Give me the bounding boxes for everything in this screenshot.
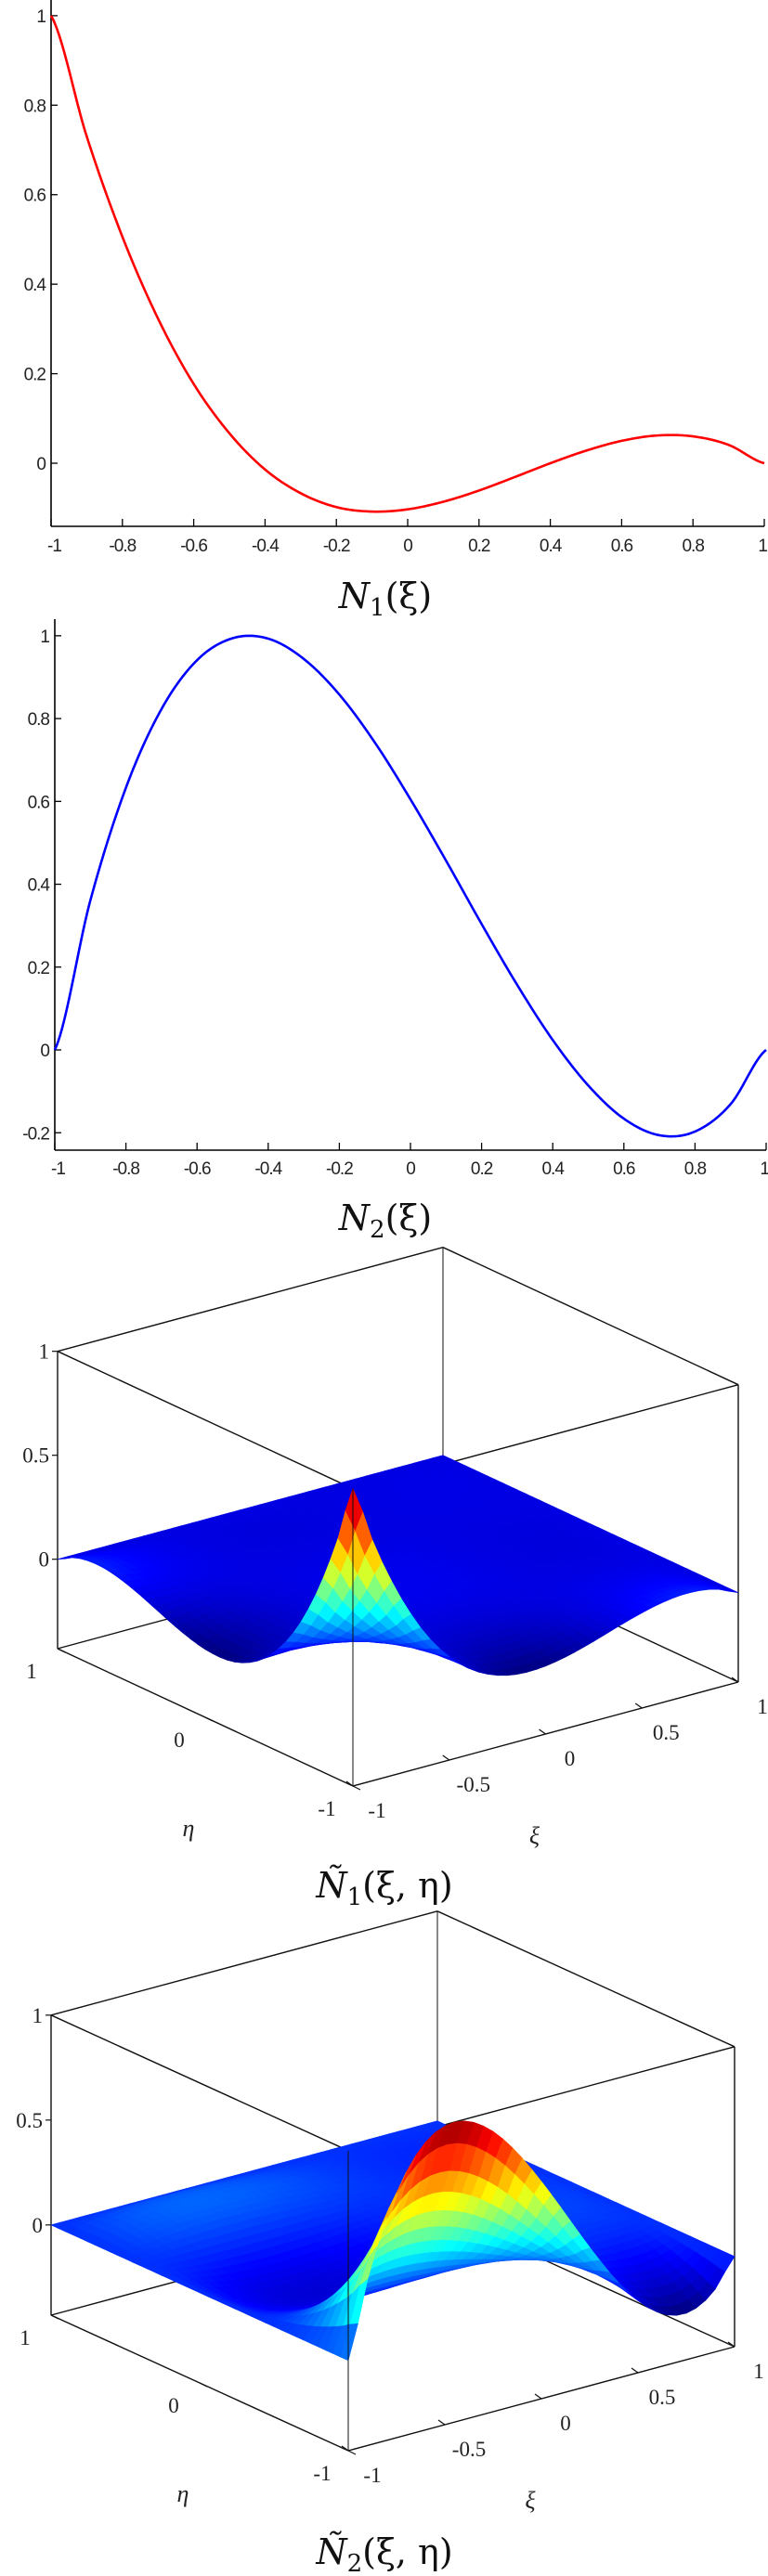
x-tick-label: 0: [406, 1159, 415, 1179]
surface-plot-n2-xi-eta: 0 0.5 1 -1 0 1 -1 -0.5 0 0.5 1 η ξ: [16, 1910, 764, 2514]
y-tick-label: 0.4: [28, 876, 51, 896]
xi-tick-label: -1: [368, 1799, 385, 1822]
eta-tick-label: -1: [313, 2462, 331, 2485]
eta-tick-mark: [347, 2450, 357, 2455]
surface-mesh: [57, 1455, 739, 1676]
x-tick-label: -0.6: [184, 1159, 211, 1179]
y-tick-label: 1: [36, 7, 46, 27]
xi-tick-mark: [534, 2393, 542, 2400]
x-tick-label: -0.8: [112, 1159, 139, 1179]
eta-axis-label: η: [183, 1815, 195, 1842]
box-edge-top: [436, 1910, 735, 2048]
surface-patch: [345, 1487, 363, 1531]
eta-tick-mark: [199, 2382, 208, 2388]
y-tick-label: -0.2: [22, 1124, 49, 1144]
y-tick-label: 0.2: [28, 959, 50, 978]
eta-tick-mark: [50, 2314, 59, 2320]
x-tick-label: 1: [760, 1159, 768, 1179]
x-tick-label: 0.4: [541, 1159, 565, 1179]
eta-tick-label: -1: [318, 1797, 335, 1820]
surface-mesh: [49, 2120, 735, 2362]
x-tick-label: 0: [403, 537, 412, 556]
xi-tick-label: -0.5: [452, 2438, 486, 2461]
x-tick-label: -0.4: [252, 537, 280, 556]
z-tick-label: 1: [33, 2004, 44, 2027]
xi-axis-label: ξ: [525, 2487, 536, 2514]
z-tick-label: 0.5: [16, 2109, 43, 2132]
xi-tick-label: 1: [753, 2360, 764, 2383]
caption-n2: N2(ξ): [338, 1197, 432, 1244]
x-tick-label: -1: [47, 537, 61, 556]
x-tick-label: 0.8: [684, 1159, 707, 1179]
box-edge-top: [57, 1247, 444, 1353]
box-edge-top: [50, 2014, 349, 2152]
x-tick-label: -0.4: [254, 1159, 282, 1179]
surface-plot-n1-xi-eta: 0 0.5 1 -1 0 1 -1 -0.5 0 0.5 1 η ξ: [22, 1247, 768, 1849]
y-tick-label: 0.6: [24, 187, 46, 206]
x-tick-label: 0.4: [540, 537, 563, 556]
xi-tick-mark: [631, 2367, 639, 2374]
xi-tick-label: 1: [757, 1695, 768, 1718]
eta-tick-mark: [57, 1648, 66, 1653]
xi-tick-label: 0.5: [653, 1721, 680, 1744]
xi-tick-label: -1: [363, 2464, 381, 2487]
y-tick-label: 0.2: [24, 366, 46, 385]
y-tick-label: 0: [40, 1042, 49, 1061]
y-tick-label: 1: [40, 628, 49, 647]
eta-tick-label: 1: [26, 1660, 37, 1683]
plot-n2-xi: -0.2 0 0.2 0.4 0.6 0.8 1 -1 -0.8 -0.6 -0.4 -0.2 0 0.2…: [22, 619, 768, 1179]
box-edge-top: [50, 1910, 438, 2016]
series-line: [53, 634, 767, 1138]
x-tick-label: 0.8: [682, 537, 704, 556]
z-tick-label: 0: [33, 2214, 44, 2237]
z-tick-label: 1: [39, 1340, 50, 1364]
x-tick-label: -0.6: [180, 537, 207, 556]
x-tick-label: 1: [758, 537, 767, 556]
y-tick-label: 0.8: [28, 710, 50, 730]
xi-axis-label: ξ: [529, 1822, 540, 1849]
xi-tick-mark: [731, 1676, 739, 1683]
z-tick-label: 0.5: [22, 1444, 49, 1468]
caption-n1: N1(ξ): [338, 576, 432, 622]
caption-n2-tilde: Ñ2(ξ, η): [315, 2531, 452, 2576]
box-edge-top: [442, 1247, 739, 1386]
eta-axis-label: η: [177, 2480, 189, 2507]
xi-tick-label: 0.5: [649, 2386, 676, 2409]
y-tick-label: 0.8: [24, 97, 46, 116]
box-edge-top: [57, 1351, 354, 1490]
xi-tick-mark: [437, 2419, 446, 2426]
y-tick-label: 0: [36, 455, 46, 474]
xi-tick-label: -0.5: [457, 1773, 490, 1796]
y-tick-label: 0.6: [28, 793, 50, 812]
plot-n1-xi: 0 0.2 0.4 0.6 0.8 1 -1 -0.8 -0.6 -0.4 -0.2 0 0.2 0.4 0…: [24, 0, 768, 556]
caption-n1-tilde: Ñ1(ξ, η): [315, 1865, 452, 1911]
series-line: [49, 15, 765, 513]
x-tick-label: 0.6: [613, 1159, 635, 1179]
x-tick-label: 0.6: [611, 537, 633, 556]
eta-tick-label: 0: [174, 1728, 185, 1752]
x-tick-label: 0.2: [468, 537, 490, 556]
xi-tick-mark: [345, 1780, 354, 1787]
xi-tick-label: 0: [565, 1747, 576, 1770]
xi-tick-label: 0: [560, 2412, 571, 2435]
x-tick-label: -0.2: [326, 1159, 353, 1179]
surface-patch: [340, 2323, 358, 2362]
xi-tick-mark: [539, 1728, 546, 1735]
eta-tick-label: 0: [168, 2394, 179, 2417]
x-tick-label: -0.8: [109, 537, 136, 556]
z-tick-label: 0: [39, 1548, 50, 1572]
x-tick-label: -0.2: [323, 537, 350, 556]
eta-tick-mark: [352, 1785, 361, 1791]
x-tick-label: -1: [51, 1159, 65, 1179]
xi-tick-mark: [727, 2341, 735, 2348]
xi-tick-mark: [442, 1754, 450, 1761]
xi-tick-mark: [634, 1702, 643, 1709]
x-tick-label: 0.2: [471, 1159, 493, 1179]
y-tick-label: 0.4: [24, 276, 47, 295]
eta-tick-mark: [204, 1716, 214, 1722]
eta-tick-label: 1: [20, 2326, 31, 2349]
xi-tick-mark: [341, 2445, 349, 2452]
